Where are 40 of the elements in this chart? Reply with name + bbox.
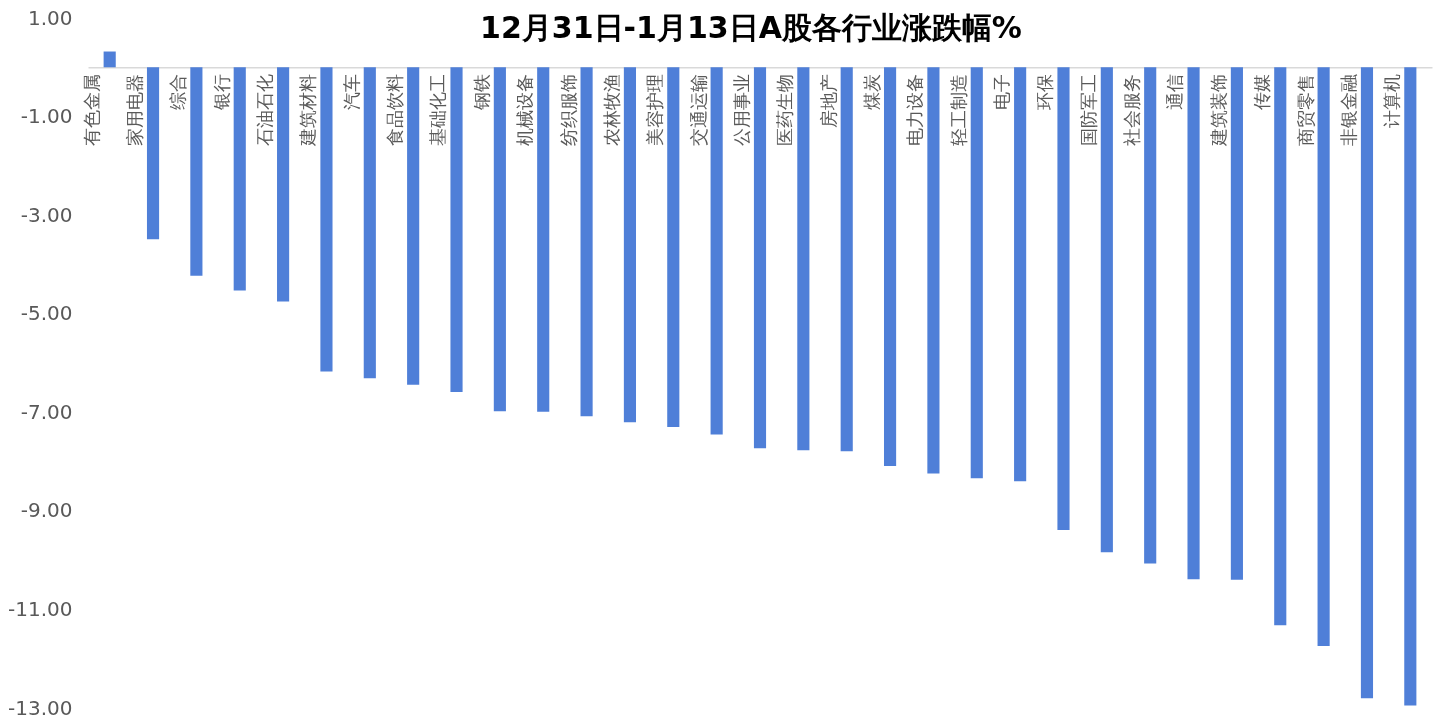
y-tick-label: 1.00	[27, 5, 73, 30]
x-tick-label: 交通运输	[687, 73, 709, 146]
x-tick-label: 农林牧渔	[600, 73, 622, 146]
x-tick-label: 建筑材料	[297, 73, 319, 147]
x-tick-label: 房地产	[817, 73, 839, 128]
x-tick-label: 社会服务	[1121, 73, 1143, 146]
y-tick-label: -11.00	[8, 596, 73, 621]
x-tick-label: 公用事业	[730, 73, 752, 146]
x-tick-label: 汽车	[340, 73, 362, 110]
x-tick-label: 机械设备	[514, 73, 536, 146]
x-tick-label: 美容护理	[644, 73, 666, 146]
x-tick-label: 商贸零售	[1294, 73, 1316, 146]
x-tick-label: 有色金属	[80, 73, 102, 146]
y-tick-label: -3.00	[20, 202, 73, 227]
x-tick-label: 基础化工	[427, 73, 449, 146]
x-tick-label: 家用电器	[123, 73, 145, 146]
x-tick-label: 电子	[991, 73, 1013, 110]
y-tick-label: -13.00	[8, 695, 73, 720]
y-tick-label: -7.00	[20, 399, 73, 424]
x-tick-label: 医药生物	[774, 73, 796, 146]
x-tick-label: 计算机	[1381, 73, 1403, 128]
x-tick-label: 银行	[210, 73, 232, 111]
x-tick-label: 电力设备	[904, 73, 926, 146]
x-tick-label: 煤炭	[860, 73, 882, 110]
y-tick-label: -5.00	[20, 301, 73, 326]
x-tick-label: 传媒	[1251, 73, 1273, 110]
chart-title: 12月31日-1月13日A股各行业涨跌幅%	[480, 10, 1022, 45]
x-tick-label: 食品饮料	[384, 73, 406, 146]
x-tick-label: 纺织服饰	[557, 73, 579, 146]
x-tick-label: 环保	[1034, 73, 1056, 110]
x-tick-label: 建筑装饰	[1207, 73, 1229, 147]
x-tick-label: 综合	[167, 73, 189, 110]
x-tick-label: 轻工制造	[947, 73, 969, 146]
x-tick-label: 石油石化	[254, 73, 276, 146]
x-tick-label: 国防军工	[1077, 73, 1099, 146]
x-tick-label: 非银金融	[1337, 73, 1359, 146]
x-tick-label: 通信	[1164, 73, 1186, 110]
y-tick-label: -1.00	[20, 104, 73, 129]
x-tick-label: 钢铁	[470, 73, 492, 111]
y-tick-label: -9.00	[20, 498, 73, 523]
